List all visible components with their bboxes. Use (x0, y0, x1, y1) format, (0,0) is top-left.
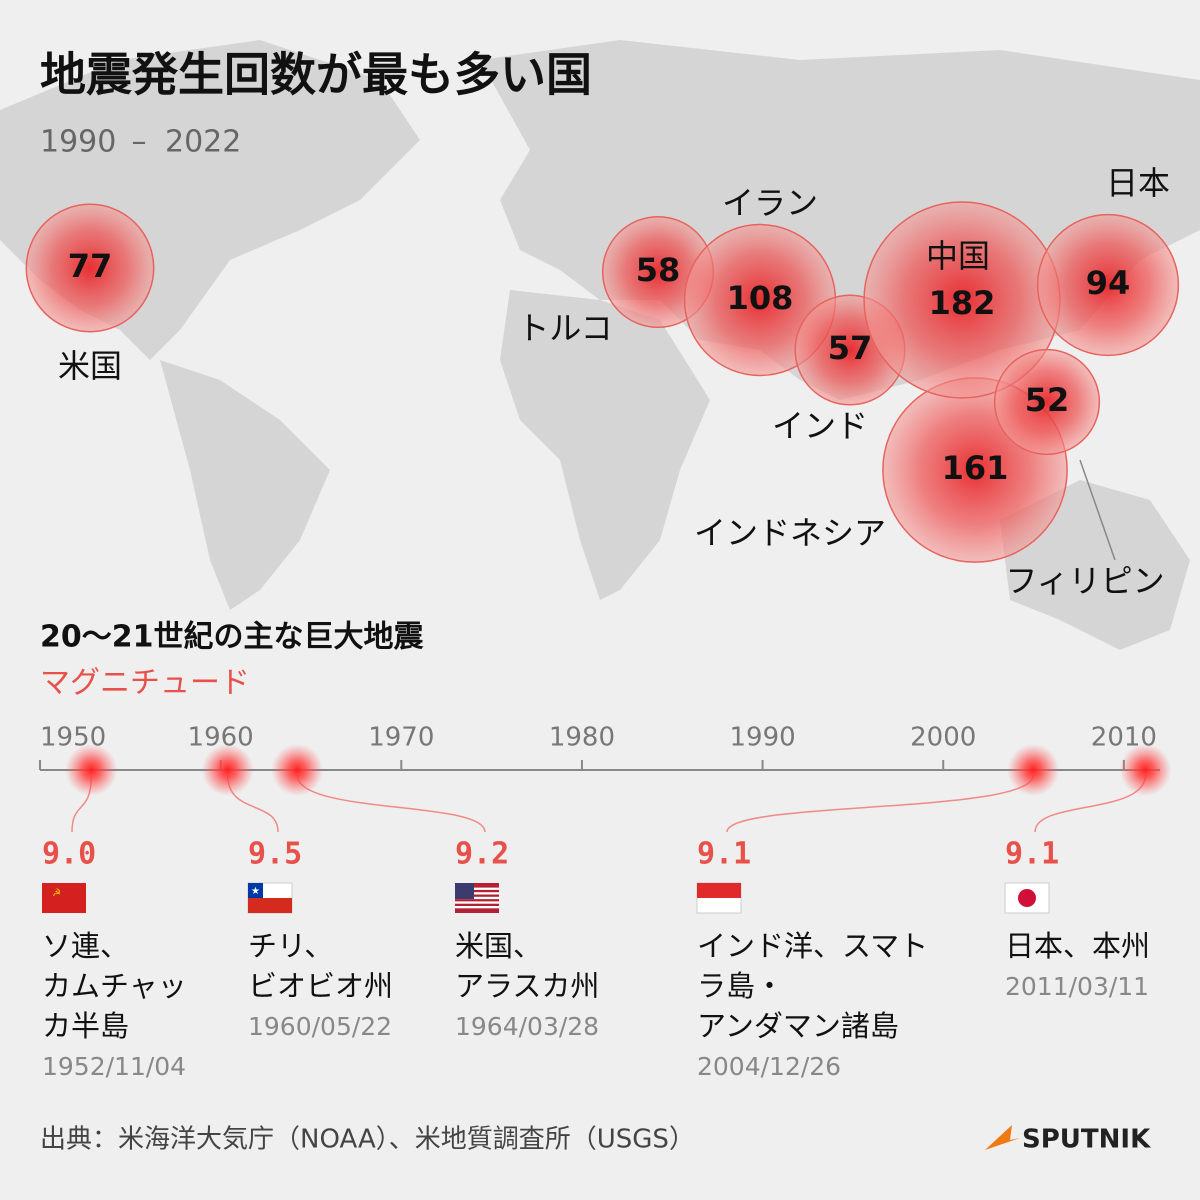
period-separator: – (132, 125, 147, 160)
magnitude: 9.1 (1005, 837, 1059, 872)
tick-label: 2000 (910, 723, 976, 753)
flag-japan (1004, 882, 1050, 914)
magnitude: 9.1 (697, 837, 751, 872)
place: ソ連、 (42, 929, 129, 963)
magnitude: 9.2 (455, 837, 509, 872)
bubble-value: 57 (828, 329, 873, 367)
country-label: 米国 (58, 347, 122, 385)
event-dot (65, 744, 118, 796)
bubble (1036, 213, 1180, 357)
tick-label: 1990 (729, 723, 795, 753)
country-label: 日本 (1106, 164, 1170, 202)
svg-text:☭: ☭ (52, 888, 61, 899)
place: インド洋、スマト (697, 929, 928, 963)
bubble-value: 161 (942, 449, 1009, 487)
date: 1952/11/04 (42, 1052, 186, 1081)
bubble-value: 108 (727, 279, 794, 317)
tick-label: 1970 (368, 723, 434, 753)
country-label: トルコ (517, 309, 612, 347)
title: 地震発生回数が最も多い国 (40, 48, 592, 102)
place: チリ、 (248, 929, 333, 963)
bubble-value: 94 (1086, 264, 1131, 302)
flag-indonesia (696, 882, 742, 914)
bubble-value: 77 (68, 247, 113, 285)
country-label: インドネシア (694, 514, 886, 552)
flag-ussr: ☭ (42, 883, 86, 913)
timeline-title: 20〜21世紀の主な巨大地震 (40, 620, 424, 655)
place: アンダマン諸島 (697, 1009, 899, 1043)
magnitude: 9.5 (248, 837, 302, 872)
bubble-value: 58 (636, 251, 681, 289)
flag-chile: ★ (247, 882, 293, 914)
date: 1960/05/22 (248, 1012, 392, 1041)
south-america (160, 360, 330, 610)
svg-text:★: ★ (251, 886, 260, 897)
event-dot (1119, 744, 1172, 796)
bubble (993, 348, 1101, 456)
place: ラ島・ (697, 969, 784, 1003)
country-label: 中国 (926, 237, 990, 275)
date: 1964/03/28 (455, 1012, 599, 1041)
event-dot (1007, 744, 1060, 796)
place: 日本、本州 (1005, 929, 1150, 963)
country-label: インド (772, 407, 868, 445)
place: カ半島 (42, 1009, 129, 1043)
tick-label: 1980 (549, 723, 615, 753)
bubble-value: 52 (1025, 381, 1070, 419)
source: 出典：米海洋大気庁（NOAA）、米地質調査所（USGS） (40, 1125, 695, 1155)
brand: SPUTNIK (1022, 1125, 1151, 1155)
date: 2004/12/26 (697, 1052, 841, 1081)
date: 2011/03/11 (1005, 972, 1149, 1001)
bubble (25, 203, 155, 333)
country-label: フィリピン (1005, 562, 1164, 600)
place: 米国、 (455, 929, 542, 963)
timeline-subtitle: マグニチュード (40, 666, 250, 701)
bubble-value: 182 (929, 284, 996, 322)
country-label: イラン (722, 184, 818, 222)
flag-usa (455, 883, 499, 913)
brand-logo (985, 1125, 1020, 1150)
africa (500, 290, 710, 600)
leader-line (1079, 459, 1116, 561)
period-start: 1990 (40, 125, 116, 160)
place: カムチャッ (42, 969, 187, 1003)
event-dot (271, 744, 324, 796)
period-end: 2022 (165, 125, 241, 160)
place: アラスカ州 (455, 969, 599, 1003)
event-dot (201, 744, 254, 796)
place: ビオビオ州 (248, 969, 393, 1003)
magnitude: 9.0 (42, 837, 96, 872)
